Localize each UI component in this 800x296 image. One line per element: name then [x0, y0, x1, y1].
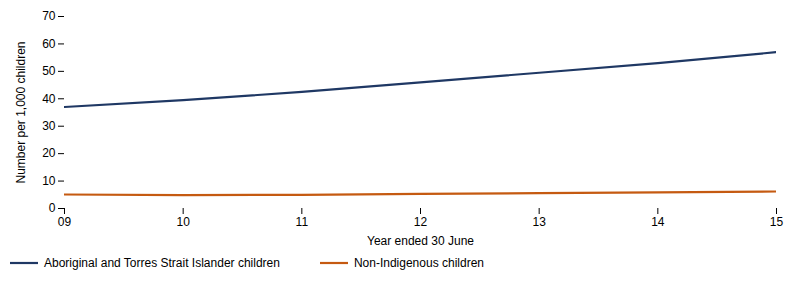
- svg-text:13: 13: [532, 215, 546, 229]
- svg-text:15: 15: [770, 215, 784, 229]
- svg-text:30: 30: [42, 119, 56, 133]
- svg-text:10: 10: [176, 215, 190, 229]
- svg-text:20: 20: [42, 146, 56, 160]
- svg-text:12: 12: [414, 215, 428, 229]
- svg-text:60: 60: [42, 37, 56, 51]
- svg-text:Number per 1,000 children: Number per 1,000 children: [14, 41, 28, 183]
- svg-text:0: 0: [49, 201, 56, 215]
- svg-text:50: 50: [42, 64, 56, 78]
- svg-text:Year ended 30 June: Year ended 30 June: [367, 234, 474, 248]
- svg-text:11: 11: [296, 215, 309, 229]
- html-text:Aboriginal and Torres Strait I: Aboriginal and Torres Strait Islander ch…: [44, 256, 280, 270]
- svg-text:10: 10: [42, 174, 56, 188]
- svg-text:70: 70: [42, 9, 56, 23]
- svg-text:14: 14: [651, 215, 665, 229]
- svg-text:40: 40: [42, 92, 56, 106]
- html-text:Non-Indigenous children: Non-Indigenous children: [353, 256, 484, 270]
- svg-text:09: 09: [58, 215, 72, 229]
